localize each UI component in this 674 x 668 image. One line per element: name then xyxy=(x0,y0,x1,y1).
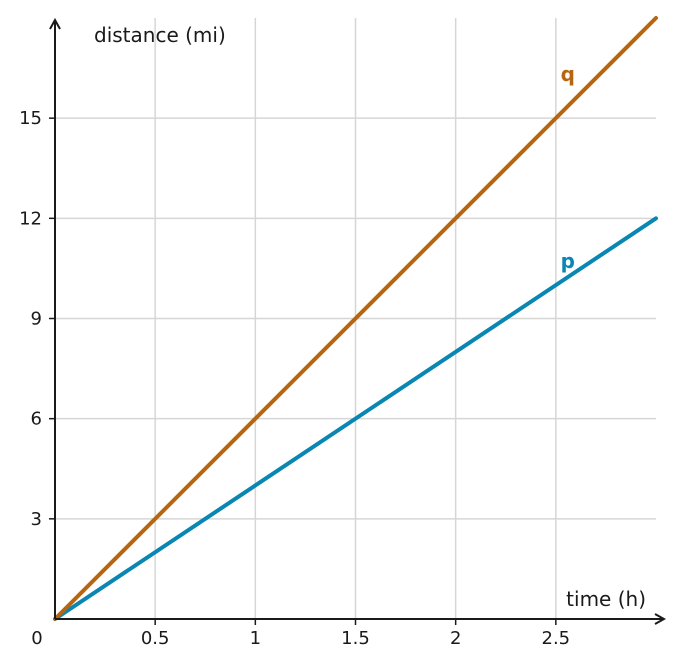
origin-label: 0 xyxy=(31,628,42,649)
y-axis-title: distance (mi) xyxy=(94,23,226,47)
series-line-p xyxy=(53,216,658,621)
series-label-q: q xyxy=(561,62,575,86)
x-tick-label: 2 xyxy=(450,628,461,649)
x-axis-title: time (h) xyxy=(566,587,646,611)
series-line-q xyxy=(53,16,658,621)
y-tick-labels: 3 6 9 12 15 xyxy=(19,108,55,530)
y-tick-label: 3 xyxy=(31,509,42,530)
y-tick-label: 12 xyxy=(19,208,42,229)
series-labels: pq xyxy=(561,62,575,273)
series-label-p: p xyxy=(561,249,575,273)
x-tick-label: 1 xyxy=(250,628,261,649)
y-tick-label: 15 xyxy=(19,108,42,129)
x-tick-label: 1.5 xyxy=(341,628,370,649)
y-tick-label: 6 xyxy=(31,409,42,430)
x-tick-label: 2.5 xyxy=(542,628,571,649)
series-lines xyxy=(53,16,658,621)
x-tick-label: 0.5 xyxy=(141,628,170,649)
x-tick-labels: 0.5 1 1.5 2 2.5 xyxy=(141,619,570,649)
y-tick-label: 9 xyxy=(31,309,42,330)
